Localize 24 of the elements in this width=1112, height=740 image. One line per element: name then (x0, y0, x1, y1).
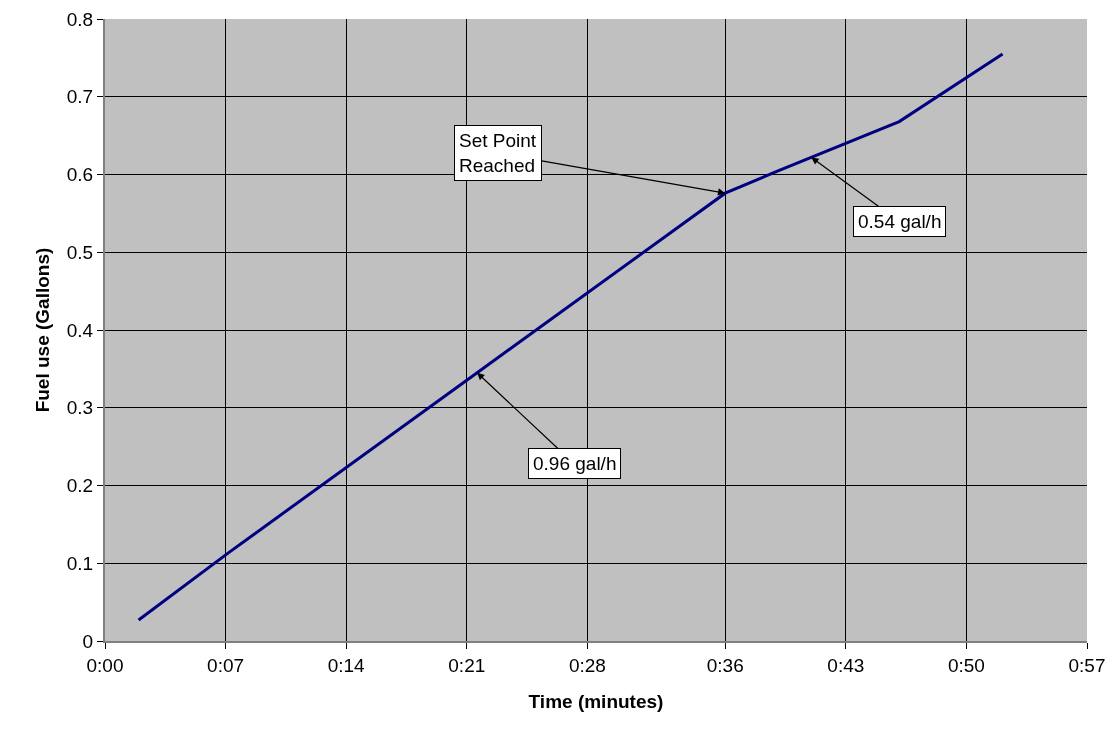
x-tick-label: 0:14 (327, 654, 366, 676)
x-tick-label: 0:36 (706, 654, 744, 676)
y-tick-label: 0.7 (66, 86, 94, 108)
x-tick-label: 0:57 (1068, 654, 1106, 676)
y-tick-label: 0.5 (66, 241, 94, 263)
x-tick-label: 0:43 (827, 654, 865, 676)
x-tick-label: 0:21 (448, 654, 486, 676)
annotation: Set Point Reached (459, 130, 537, 176)
line-series (137, 52, 1005, 622)
y-axis-title: Fuel use (Gallons) (32, 247, 54, 413)
y-tick-label: 0.4 (66, 319, 94, 341)
annotation: 0.54 gal/h (858, 211, 942, 232)
y-tick-label: 0.3 (66, 397, 94, 419)
y-tick-label: 0 (82, 630, 94, 652)
y-tick-label: 0.8 (66, 8, 94, 30)
x-tick-label: 0:28 (568, 654, 606, 676)
y-tick-label: 0.6 (66, 164, 94, 186)
annotation: 0.96 gal/h (533, 453, 617, 474)
x-tick-label: 0:50 (947, 654, 985, 676)
x-axis-title: Time (minutes) (528, 691, 664, 713)
y-tick-label: 0.1 (66, 552, 94, 574)
x-tick-label: 0:07 (207, 654, 245, 676)
x-tick-label: 0:00 (86, 654, 124, 676)
y-tick-label: 0.2 (66, 475, 94, 497)
